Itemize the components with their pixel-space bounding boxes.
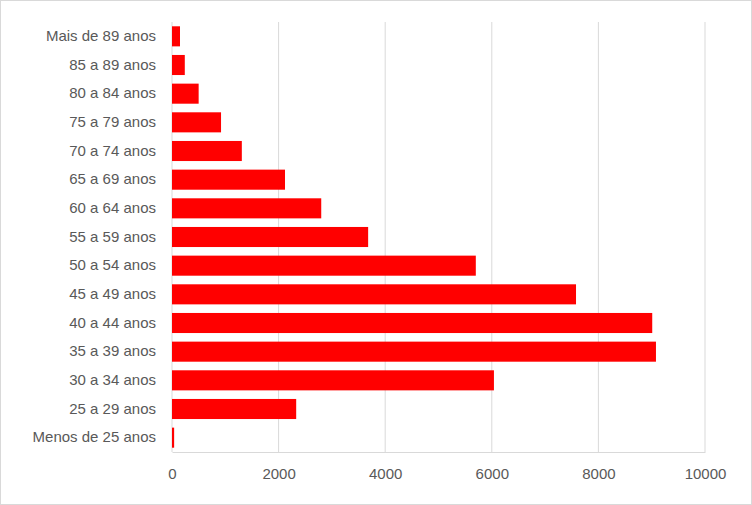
x-axis: 0 2000 4000 6000 8000 10000	[168, 452, 726, 482]
y-tick: Menos de 25 anos	[33, 428, 172, 445]
y-tick: 40 a 44 anos	[69, 314, 172, 331]
x-tick-label: 0	[168, 465, 176, 482]
y-tick-label: 25 a 29 anos	[69, 400, 156, 417]
bar	[172, 370, 494, 390]
bar	[172, 141, 242, 161]
y-tick-label: 75 a 79 anos	[69, 113, 156, 130]
bar	[172, 313, 652, 333]
x-tick-label: 6000	[476, 465, 509, 482]
chart-frame	[1, 1, 752, 505]
y-tick: 75 a 79 anos	[69, 113, 172, 130]
bar	[172, 284, 576, 304]
bar	[172, 227, 368, 247]
x-tick: 10000	[685, 452, 727, 482]
y-tick-label: 40 a 44 anos	[69, 314, 156, 331]
bar	[172, 84, 199, 104]
y-tick-label: Mais de 89 anos	[46, 27, 156, 44]
y-tick: 50 a 54 anos	[69, 256, 172, 273]
bar	[172, 342, 656, 362]
y-tick: 55 a 59 anos	[69, 228, 172, 245]
x-tick-label: 2000	[262, 465, 295, 482]
bar	[172, 170, 285, 190]
y-tick-label: 85 a 89 anos	[69, 56, 156, 73]
y-tick: Mais de 89 anos	[46, 27, 172, 44]
y-tick-label: 55 a 59 anos	[69, 228, 156, 245]
grid-line	[705, 22, 706, 452]
y-tick-label: Menos de 25 anos	[33, 428, 156, 445]
y-tick: 60 a 64 anos	[69, 199, 172, 216]
y-tick: 70 a 74 anos	[69, 142, 172, 159]
y-axis-line	[172, 23, 173, 453]
y-tick: 35 a 39 anos	[69, 342, 172, 359]
y-tick-label: 50 a 54 anos	[69, 256, 156, 273]
bars	[172, 26, 656, 447]
y-tick: 65 a 69 anos	[69, 170, 172, 187]
y-tick-label: 70 a 74 anos	[69, 142, 156, 159]
grid	[172, 22, 705, 452]
bar	[172, 256, 476, 276]
plot: 0 2000 4000 6000 8000 10000 Menos de 25 anos 25…	[33, 22, 727, 482]
y-tick: 30 a 34 anos	[69, 371, 172, 388]
x-tick: 0	[168, 452, 176, 482]
x-tick-label: 10000	[685, 465, 727, 482]
y-tick-label: 65 a 69 anos	[69, 170, 156, 187]
bar	[172, 428, 174, 448]
bar	[172, 399, 296, 419]
y-tick-label: 35 a 39 anos	[69, 342, 156, 359]
x-tick: 8000	[582, 452, 615, 482]
y-tick: 45 a 49 anos	[69, 285, 172, 302]
y-tick-label: 30 a 34 anos	[69, 371, 156, 388]
y-tick: 85 a 89 anos	[69, 56, 172, 73]
x-tick-label: 4000	[369, 465, 402, 482]
x-tick-label: 8000	[582, 465, 615, 482]
x-tick: 4000	[369, 452, 402, 482]
y-tick-label: 45 a 49 anos	[69, 285, 156, 302]
y-tick: 25 a 29 anos	[69, 400, 172, 417]
x-tick: 2000	[262, 452, 295, 482]
bar	[172, 55, 185, 75]
x-tick: 6000	[476, 452, 509, 482]
grid-line	[598, 22, 599, 452]
x-axis-line	[173, 452, 706, 453]
chart: 0 2000 4000 6000 8000 10000 Menos de 25 anos 25…	[0, 0, 752, 505]
bar	[172, 198, 321, 218]
y-tick: 80 a 84 anos	[69, 84, 172, 101]
bar	[172, 112, 221, 132]
bar	[172, 26, 180, 46]
y-tick-label: 80 a 84 anos	[69, 84, 156, 101]
y-axis: Menos de 25 anos 25 a 29 anos 30 a 34 anos…	[33, 23, 173, 453]
y-tick-label: 60 a 64 anos	[69, 199, 156, 216]
